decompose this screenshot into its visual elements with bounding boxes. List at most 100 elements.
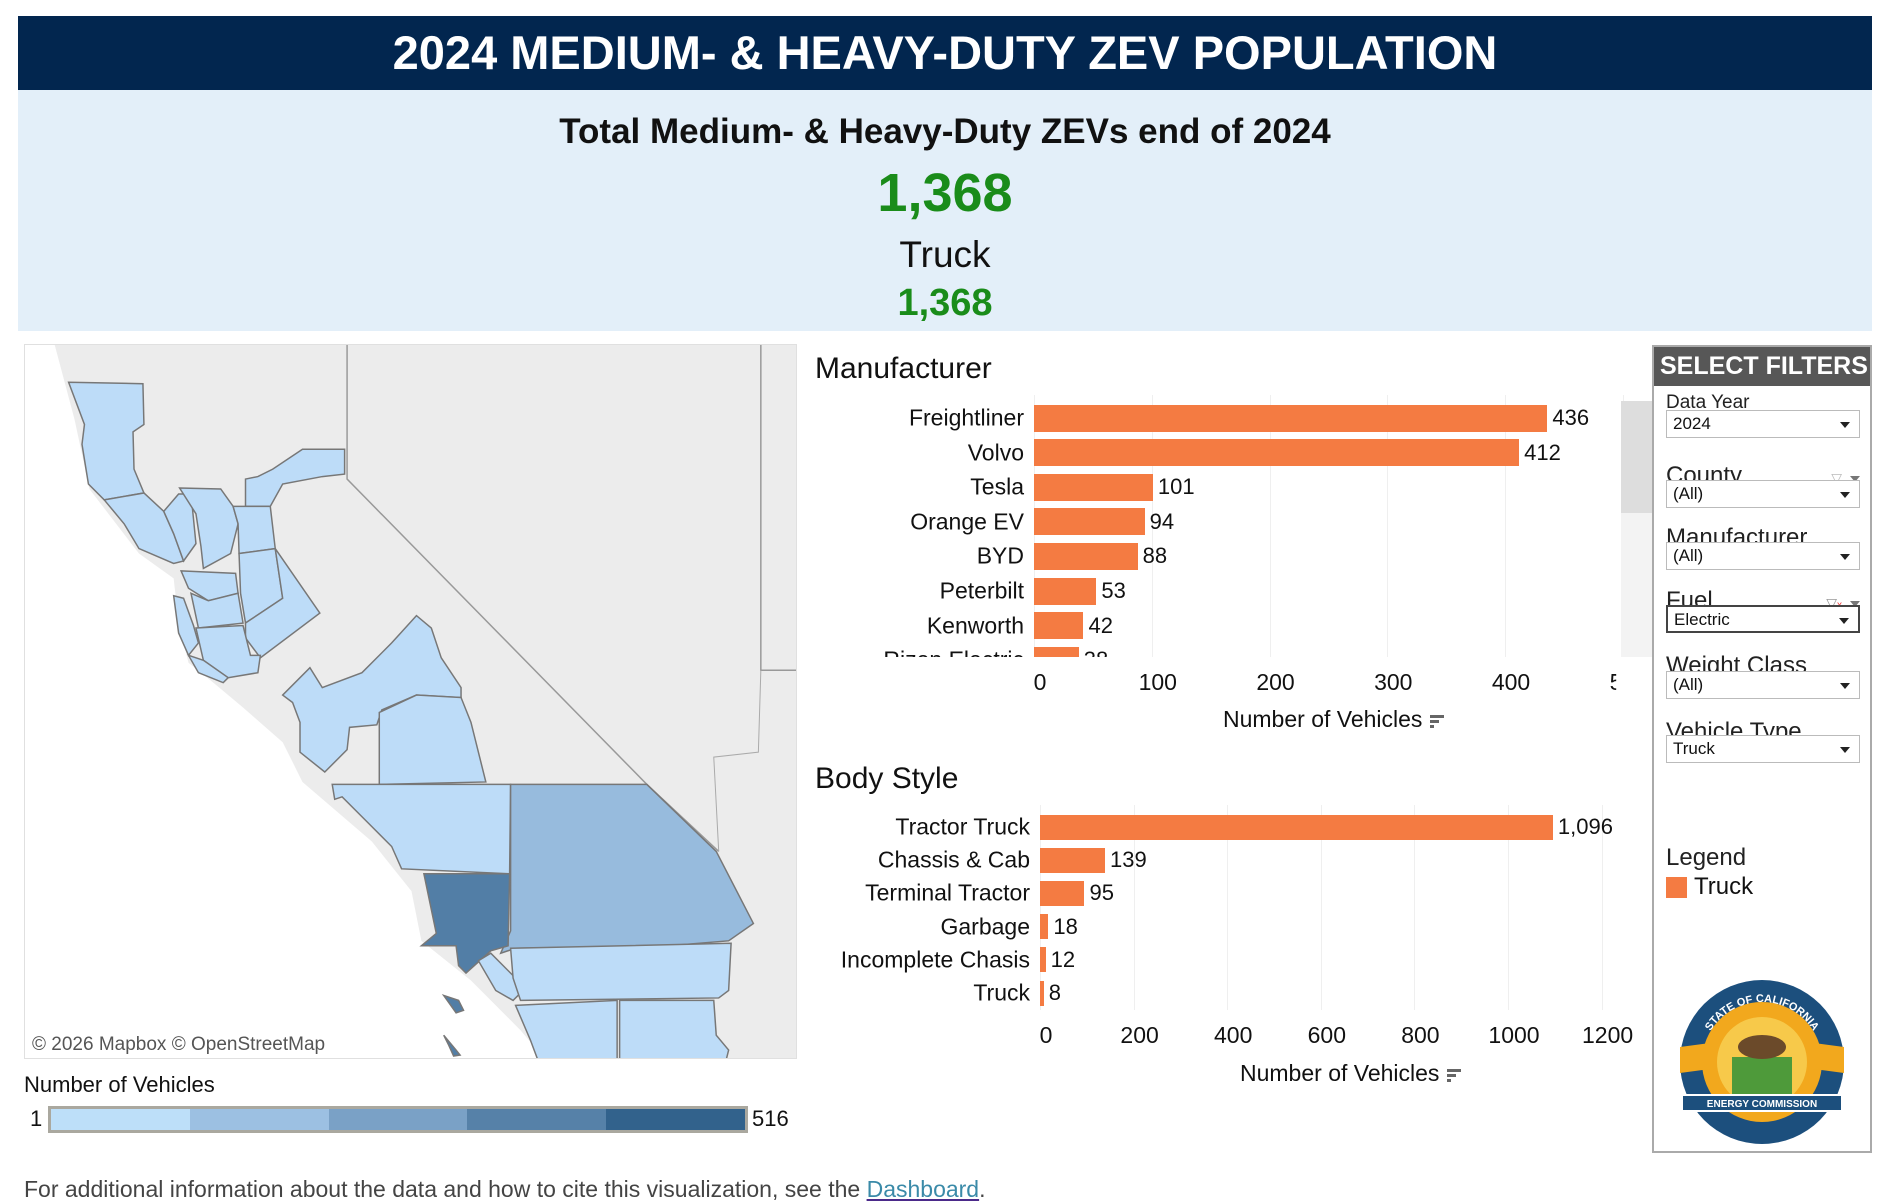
x-axis-title-text: Number of Vehicles (1223, 706, 1423, 732)
county (378, 694, 487, 786)
bar-value-label: 53 (1101, 578, 1126, 603)
filter-dropdown-county[interactable]: (All) (1666, 480, 1860, 508)
bar-value-label: 1,096 (1557, 814, 1613, 839)
bar[interactable] (1040, 847, 1106, 873)
map-legend-title: Number of Vehicles (24, 1072, 215, 1097)
bar-value-label: 95 (1089, 880, 1114, 906)
x-tick-label: 100 (1138, 669, 1177, 695)
county (499, 783, 755, 955)
x-tick-label: 400 (1491, 669, 1531, 695)
manufacturer-chart: Freightliner 436 Volvo 412 Tesla 101 Orange EV… (0, 395, 1884, 733)
bar[interactable] (1034, 577, 1097, 605)
bar[interactable] (1034, 404, 1548, 432)
bar-value-label: 139 (1110, 847, 1147, 873)
menu-caret-icon[interactable] (1850, 601, 1860, 608)
bar-value-label: 436 (1552, 405, 1590, 430)
county (162, 493, 197, 563)
bar-label: Peterbilt (939, 577, 1024, 604)
x-tick-label: 400 (1214, 1022, 1253, 1048)
summary-panel: Total Medium- & Heavy-Duty ZEVs end of 2… (18, 90, 1872, 331)
map-svg (25, 345, 796, 1058)
legend-title: Legend (1666, 844, 1747, 871)
county (172, 594, 200, 657)
bar[interactable] (1034, 542, 1138, 570)
bar[interactable] (1034, 439, 1520, 467)
footer-text: For additional information about the dat… (24, 1176, 867, 1202)
bar-label: Garbage (940, 913, 1030, 940)
county (186, 654, 230, 684)
counties (67, 381, 755, 1058)
bar-label: Tesla (970, 473, 1024, 500)
filter-panel-title: SELECT FILTERS (1654, 347, 1870, 386)
gridline (1601, 805, 1603, 1010)
filter-label-data-year: Data Year (1666, 392, 1750, 413)
gridline (1227, 805, 1229, 1010)
bar-value-label: 12 (1050, 946, 1076, 972)
x-tick-label: 200 (1120, 1022, 1159, 1048)
gridline (1133, 805, 1135, 1010)
chart-plot-area: Freightliner 436 Volvo 412 Tesla 101 Orange EV… (0, 395, 1884, 657)
county (189, 592, 244, 629)
x-axis-title-text: Number of Vehicles (1240, 1060, 1440, 1086)
svg-text:ENERGY COMMISSION: ENERGY COMMISSION (1707, 1099, 1817, 1110)
summary-total: 1,368 (877, 163, 1013, 223)
gridline (1040, 805, 1041, 1010)
filter-icon[interactable]: ▽ (1831, 470, 1860, 487)
bar-label: Truck (973, 979, 1030, 1006)
ocean (25, 345, 544, 1058)
filter-dropdown-fuel[interactable]: Electric (1666, 605, 1860, 633)
bar-label: Orange EV (910, 508, 1024, 535)
bar[interactable] (1040, 947, 1046, 973)
gridline (1508, 805, 1509, 1010)
sort-icon[interactable] (1430, 713, 1445, 728)
bar[interactable] (1034, 612, 1084, 640)
map-credit[interactable]: © 2026 Mapbox © OpenStreetMap (29, 1034, 329, 1056)
bar[interactable] (1040, 980, 1044, 1006)
dashboard-link[interactable]: Dashboard (866, 1176, 980, 1202)
body-style-chart-title: Body Style (815, 762, 959, 795)
county-map[interactable]: © 2026 Mapbox © OpenStreetMap (24, 344, 797, 1059)
bar[interactable] (1034, 508, 1145, 536)
bar-value-label: 94 (1149, 508, 1175, 534)
gridline (1414, 805, 1416, 1010)
bar[interactable] (1034, 646, 1079, 657)
county (618, 999, 730, 1058)
menu-caret-icon[interactable] (1850, 476, 1860, 483)
x-tick-label: 500 (1609, 669, 1648, 695)
x-tick-label: 1000 (1488, 1022, 1540, 1048)
map-legend-max: 516 (752, 1106, 789, 1131)
bar-label: BYD (976, 542, 1024, 569)
filter-dropdown-vehicle-type[interactable]: Truck (1666, 735, 1860, 763)
bar-value-label: 38 (1084, 647, 1108, 657)
filter-dropdown-data-year[interactable]: 2024 (1666, 410, 1860, 438)
footer-end: . (979, 1176, 986, 1202)
filter-panel: SELECT FILTERS Data Year 2024 County ▽ (All)… (1652, 345, 1872, 1153)
county (509, 942, 732, 1002)
filter-dropdown-weight-class[interactable]: (All) (1666, 671, 1860, 699)
bar-value-label: 42 (1088, 612, 1113, 638)
gridline (1505, 395, 1506, 657)
sort-icon[interactable] (1447, 1067, 1462, 1082)
county (419, 873, 511, 975)
bar-label: Tractor Truck (895, 813, 1030, 840)
gridline (1387, 395, 1389, 657)
bar-value-label: 18 (1053, 913, 1078, 939)
manufacturer-scrollbar[interactable] (1621, 401, 1652, 657)
summary-type-total: 1,368 (897, 282, 993, 324)
x-axis-title: Number of Vehicles (1223, 706, 1445, 733)
bar[interactable] (1040, 914, 1049, 940)
bar-label: Chassis & Cab (877, 846, 1030, 873)
state-border (346, 345, 720, 853)
filter-dropdown-manufacturer[interactable]: (All) (1666, 542, 1860, 570)
map-legend-min: 1 (30, 1106, 43, 1131)
bar-value-label: 101 (1157, 474, 1195, 500)
island (441, 994, 465, 1014)
island (443, 1034, 462, 1057)
bar[interactable] (1034, 473, 1153, 501)
state-border (713, 670, 762, 852)
manufacturer-chart-title: Manufacturer (815, 352, 992, 385)
bar[interactable] (1040, 814, 1553, 840)
scrollbar-thumb[interactable] (1621, 401, 1652, 513)
color-scale-step (467, 1109, 607, 1130)
bar[interactable] (1040, 880, 1085, 906)
